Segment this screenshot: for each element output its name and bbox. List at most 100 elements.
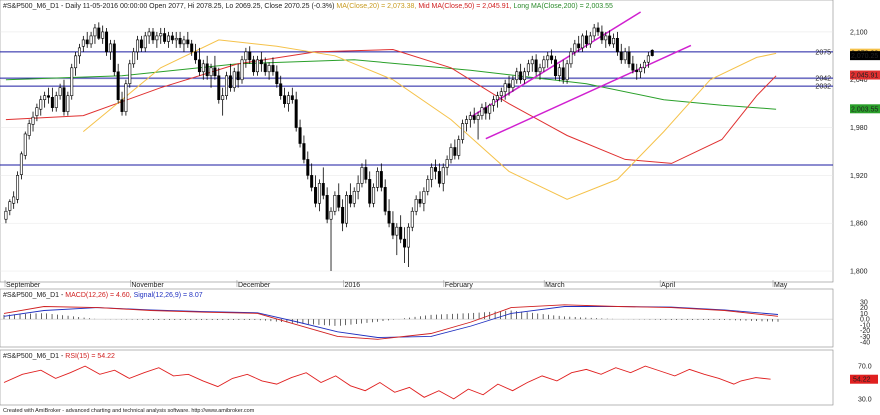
candle-body xyxy=(163,33,167,42)
candle-body xyxy=(306,159,310,176)
candle-body xyxy=(93,27,97,37)
candle-body xyxy=(364,167,368,180)
candle-body xyxy=(403,238,407,248)
candle-body xyxy=(27,123,31,136)
candle-body xyxy=(550,55,554,61)
candle-body xyxy=(418,198,422,204)
candle-body xyxy=(488,104,492,114)
candle-body xyxy=(468,115,472,120)
macd-tick-label: 10 xyxy=(860,311,868,318)
candle-body xyxy=(329,210,333,220)
price-badge xyxy=(850,51,880,61)
price-badge-label: 2,003.55 xyxy=(851,106,878,113)
candle-body xyxy=(310,175,314,188)
candle-body xyxy=(507,83,511,89)
candlesticks xyxy=(4,22,654,272)
candle-body xyxy=(383,187,387,212)
candle-body xyxy=(244,51,248,61)
candle-body xyxy=(248,51,252,61)
candle-body xyxy=(8,201,12,211)
candle-body xyxy=(31,116,35,125)
candle-body xyxy=(542,59,546,69)
ma50-line xyxy=(5,48,777,164)
candle-body xyxy=(271,65,275,73)
candle-body xyxy=(631,63,635,71)
macd-tick-label: 20 xyxy=(860,305,868,312)
candle-body xyxy=(259,59,263,65)
candle-body xyxy=(573,43,577,53)
candle-body xyxy=(252,59,256,73)
candle-body xyxy=(139,39,143,49)
month-label: November xyxy=(131,282,164,289)
macd-title: #S&P500_M6_D1 - MACD(12,26) = 4.60, Sign… xyxy=(3,292,203,299)
macd-tick-label: -30 xyxy=(860,334,870,341)
candle-body xyxy=(569,51,573,65)
candle-body xyxy=(596,27,600,33)
candle-body xyxy=(635,69,639,73)
macd-panel-frame xyxy=(0,288,834,348)
candle-body xyxy=(604,35,608,41)
candle-body xyxy=(406,226,410,248)
candle-body xyxy=(294,99,298,128)
candle-body xyxy=(54,95,58,108)
candle-body xyxy=(375,171,379,188)
rsi-y-axis: 70.0 30.0 54.22 xyxy=(850,364,878,403)
candle-body xyxy=(70,67,74,96)
candle-body xyxy=(503,83,507,93)
rsi-panel: #S&P500_M6_D1 - RSI(15) = 54.22 xyxy=(0,349,834,406)
candle-body xyxy=(577,43,581,49)
price-badge-label: 2,070.25 xyxy=(851,53,878,60)
candle-body xyxy=(174,38,178,41)
candle-body xyxy=(391,222,395,236)
macd-title-prefix: #S&P500_M6_D1 - xyxy=(3,292,65,299)
price-title-prefix: #S&P500_M6_D1 - Daily 11-05-2016 00:00:0… xyxy=(3,3,334,10)
candle-body xyxy=(302,143,306,160)
candle-body xyxy=(101,31,105,39)
month-label: December xyxy=(238,282,271,289)
candle-body xyxy=(89,35,93,45)
candle-body xyxy=(77,47,81,57)
price-tick-label: 1,800 xyxy=(850,269,868,276)
price-tick-label: 2,040 xyxy=(850,77,868,84)
candle-body xyxy=(325,195,329,220)
price-badge xyxy=(850,70,880,80)
candle-body xyxy=(132,51,136,65)
candle-body xyxy=(410,210,414,228)
month-label: April xyxy=(661,282,675,289)
candle-body xyxy=(81,39,85,47)
month-label: May xyxy=(774,282,788,289)
candle-body xyxy=(194,51,198,61)
macd-tick-label: 30 xyxy=(860,299,868,306)
candle-body xyxy=(283,95,287,104)
month-label: March xyxy=(545,282,565,289)
candle-body xyxy=(255,59,259,73)
candle-body xyxy=(372,187,376,204)
month-label: September xyxy=(6,282,41,289)
candle-body xyxy=(62,87,66,112)
macd-tick-label: -20 xyxy=(860,328,870,335)
rsi-title: #S&P500_M6_D1 - RSI(15) = 54.22 xyxy=(3,353,115,360)
month-label: February xyxy=(445,282,474,289)
candle-body xyxy=(534,59,538,73)
candle-body xyxy=(379,171,383,188)
price-tick-label: 1,980 xyxy=(850,125,868,132)
candle-body xyxy=(399,226,403,240)
candle-body xyxy=(341,206,345,224)
price-title-ma200: Long MA(Close,200) = 2,003.55 xyxy=(513,3,613,10)
candle-body xyxy=(190,43,194,53)
candle-body xyxy=(58,87,62,96)
candle-body xyxy=(23,133,27,156)
candle-body xyxy=(205,63,209,77)
candle-body xyxy=(434,167,438,172)
candle-body xyxy=(646,55,650,63)
candle-body xyxy=(155,35,159,41)
price-title-ma20: MA(Close,20) = 2,073.38, xyxy=(336,3,416,10)
macd-line xyxy=(3,304,779,340)
rsi-tick-label: 70.0 xyxy=(858,364,872,371)
candle-body xyxy=(441,167,445,184)
candle-body xyxy=(592,27,596,37)
candle-body xyxy=(47,95,51,98)
rsi-title-prefix: #S&P500_M6_D1 - xyxy=(3,353,65,360)
candle-body xyxy=(166,35,170,42)
